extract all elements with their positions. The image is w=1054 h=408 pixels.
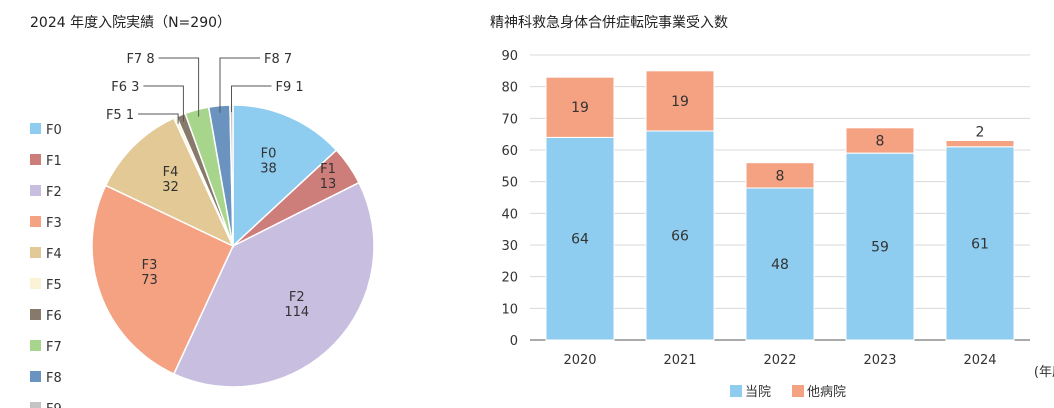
bar-ytick-40: 40 xyxy=(501,207,518,222)
bar-legend: 当院 他病院 xyxy=(730,385,846,400)
pie-legend: F0 F1 F2 F3 F4 F5 F6 F7 F8 F9 xyxy=(30,123,62,408)
bar-2023-own-hospital xyxy=(845,152,915,341)
pie-legend-label-f2: F2 xyxy=(46,185,62,200)
pie-legend-swatch-f0 xyxy=(30,123,41,134)
bar-2024-other-hospital xyxy=(945,140,1015,148)
bar-chart-title: 精神科救急身体合併症転院事業受入数 xyxy=(490,15,728,31)
pie-label-f4-value: 32 xyxy=(162,180,179,195)
pie-legend-label-f4: F4 xyxy=(46,247,62,262)
bar-ytick-90: 90 xyxy=(501,49,518,64)
pie-callout-line-f7 xyxy=(158,57,200,117)
pie-slice-f0 xyxy=(232,104,338,248)
pie-legend-label-f6: F6 xyxy=(46,309,62,324)
pie-legend-swatch-f5 xyxy=(30,278,41,289)
bar-ytick-70: 70 xyxy=(501,112,518,127)
bar-2021-own-hospital xyxy=(645,130,715,341)
bar-2022-own-hospital xyxy=(745,187,815,341)
pie-callout-label-f9: F9 1 xyxy=(276,80,304,95)
bar-legend-label-own-hospital: 当院 xyxy=(745,385,771,400)
pie-legend-label-f3: F3 xyxy=(46,216,62,231)
pie-legend-label-f9: F9 xyxy=(46,402,62,408)
pie-label-f1-value: 13 xyxy=(320,177,337,192)
bar-ytick-50: 50 xyxy=(501,176,518,191)
pie-label-f0-name: F0 xyxy=(261,147,277,162)
bar-xtick-2022: 2022 xyxy=(763,353,796,368)
pie-label-f3-value: 73 xyxy=(141,273,158,288)
bar-ytick-80: 80 xyxy=(501,81,518,96)
pie-label-f2-value: 114 xyxy=(284,305,309,320)
bar-2021-other-hospital xyxy=(645,70,715,132)
pie-callout-line-f8 xyxy=(219,57,260,113)
bar-value-2024-other-hospital: 2 xyxy=(976,125,985,141)
bar-2020-other-hospital xyxy=(545,76,615,138)
bar-2020-own-hospital xyxy=(545,136,615,341)
pie-legend-label-f1: F1 xyxy=(46,154,62,169)
pie-legend-swatch-f2 xyxy=(30,185,41,196)
pie-legend-swatch-f1 xyxy=(30,154,41,165)
pie-callouts: F5 1 F6 3 F7 8 F8 7 F9 1 xyxy=(106,52,304,124)
bar-value-2021-own-hospital: 66 xyxy=(671,229,689,245)
bar-legend-swatch-own-hospital xyxy=(730,385,742,397)
bar-xtick-2021: 2021 xyxy=(663,353,696,368)
pie-legend-swatch-f3 xyxy=(30,216,41,227)
pie-callout-line-f5 xyxy=(138,113,179,124)
pie-legend-label-f0: F0 xyxy=(46,123,62,138)
pie-legend-label-f5: F5 xyxy=(46,278,62,293)
bar-value-2024-own-hospital: 61 xyxy=(971,236,989,252)
bar-xtick-2024: 2024 xyxy=(963,353,996,368)
bar-xtick-2020: 2020 xyxy=(563,353,596,368)
pie-legend-label-f7: F7 xyxy=(46,340,62,355)
pie-legend-swatch-f8 xyxy=(30,371,41,382)
pie-slice-f3 xyxy=(91,184,234,375)
bar-series: 64 19 66 19 48 8 59 8 61 2 xyxy=(545,70,1015,341)
bar-value-2022-own-hospital: 48 xyxy=(771,257,789,273)
pie-label-f2-name: F2 xyxy=(289,290,305,305)
bar-legend-label-other-hospital: 他病院 xyxy=(807,385,846,400)
pie-label-f1-name: F1 xyxy=(320,162,336,177)
bar-chart: 精神科救急身体合併症転院事業受入数 0 10 20 30 40 50 60 70 80 90 64… xyxy=(490,15,1054,400)
bar-value-2020-other-hospital: 19 xyxy=(571,100,589,116)
pie-legend-swatch-f6 xyxy=(30,309,41,320)
bar-value-2023-own-hospital: 59 xyxy=(871,240,889,256)
pie-legend-swatch-f9 xyxy=(30,402,41,408)
bar-2022-other-hospital xyxy=(745,162,815,189)
bar-ytick-10: 10 xyxy=(501,302,518,317)
bar-value-2023-other-hospital: 8 xyxy=(876,134,885,150)
pie-callout-label-f5: F5 1 xyxy=(106,108,134,123)
bar-x-axis: 2020 2021 2022 2023 2024 (年度) xyxy=(563,353,1054,380)
pie-callout-line-f6 xyxy=(143,85,184,122)
pie-chart-title: 2024 年度入院実績（N=290） xyxy=(30,15,231,31)
pie-callout-label-f6: F6 3 xyxy=(111,80,139,95)
bar-x-unit: (年度) xyxy=(1034,364,1054,380)
bar-ytick-20: 20 xyxy=(501,271,518,286)
pie-legend-swatch-f7 xyxy=(30,340,41,351)
pie-slice-f2 xyxy=(172,181,375,388)
bar-value-2021-other-hospital: 19 xyxy=(671,94,689,110)
pie-label-f3-name: F3 xyxy=(142,258,158,273)
pie-callout-line-f9 xyxy=(231,85,272,113)
pie-legend-swatch-f4 xyxy=(30,247,41,258)
bar-ytick-0: 0 xyxy=(510,334,518,349)
pie-legend-label-f8: F8 xyxy=(46,371,62,386)
pie-label-f4-name: F4 xyxy=(163,165,179,180)
bar-xtick-2023: 2023 xyxy=(863,353,896,368)
bar-value-2020-own-hospital: 64 xyxy=(571,232,589,248)
pie-callout-label-f7: F7 8 xyxy=(126,52,154,67)
pie-label-f0-value: 38 xyxy=(260,162,277,177)
bar-y-axis: 0 10 20 30 40 50 60 70 80 90 xyxy=(501,49,518,349)
bar-ytick-60: 60 xyxy=(501,144,518,159)
bar-legend-swatch-other-hospital xyxy=(792,385,804,397)
pie-slice-f4 xyxy=(104,117,235,248)
pie-callout-label-f8: F8 7 xyxy=(264,52,292,67)
bar-2023-other-hospital xyxy=(845,127,915,154)
bar-ytick-30: 30 xyxy=(501,239,518,254)
bar-value-2022-other-hospital: 8 xyxy=(776,168,785,184)
